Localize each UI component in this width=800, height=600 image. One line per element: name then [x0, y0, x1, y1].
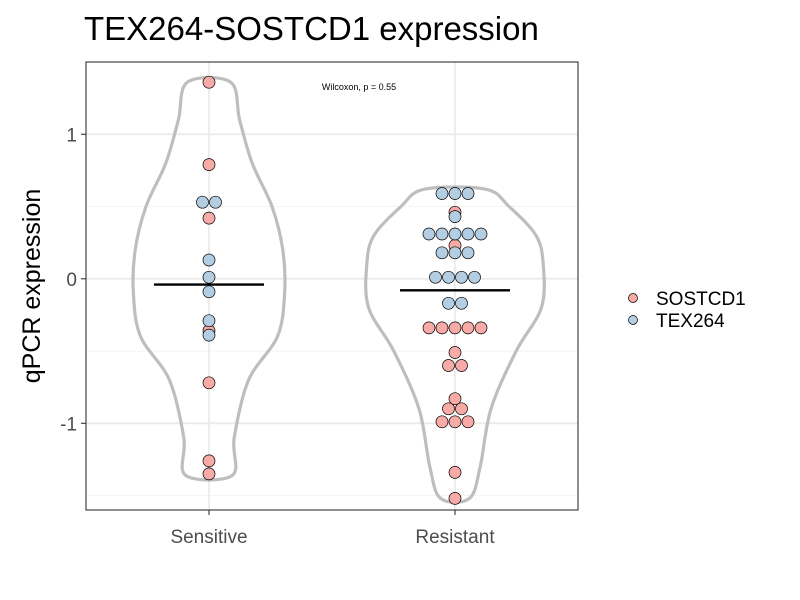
point-tex264	[448, 246, 462, 260]
x-axis: Sensitive Resistant	[170, 510, 495, 548]
point-sostcd1	[455, 359, 468, 372]
grid-lines	[86, 61, 578, 510]
point-tex264	[202, 314, 216, 328]
point-tex264	[196, 195, 209, 209]
point-sostcd1	[448, 492, 462, 505]
point-sostcd1	[435, 415, 449, 429]
chart-title: TEX264-SOSTCD1 expression	[84, 10, 539, 47]
point-tex264	[448, 210, 462, 223]
point-sostcd1	[448, 346, 462, 359]
point-sostcd1	[448, 321, 462, 335]
median-lines	[154, 283, 510, 292]
point-sostcd1	[202, 158, 216, 171]
point-sostcd1	[461, 415, 475, 429]
point-tex264	[442, 296, 455, 310]
point-tex264	[435, 187, 449, 200]
point-sostcd1	[202, 75, 216, 89]
stat-annotation: Wilcoxon, p = 0.55	[322, 82, 396, 92]
point-sostcd1	[442, 359, 455, 372]
data-points	[196, 75, 488, 505]
y-axis-title: qPCR expression	[18, 189, 46, 384]
point-sostcd1	[455, 402, 468, 416]
point-sostcd1	[442, 402, 455, 416]
legend-label: SOSTCD1	[656, 289, 746, 310]
legend-key-tex264	[628, 315, 638, 325]
point-sostcd1	[202, 454, 216, 468]
point-tex264	[202, 328, 216, 342]
point-sostcd1	[202, 211, 216, 225]
y-tick-label: 0	[66, 270, 77, 291]
violins	[131, 75, 546, 504]
point-tex264	[202, 270, 216, 284]
point-tex264	[461, 187, 475, 200]
point-sostcd1	[448, 466, 462, 479]
point-tex264	[461, 227, 475, 241]
point-sostcd1	[422, 321, 436, 335]
point-tex264	[448, 187, 462, 200]
legend-label: TEX264	[656, 311, 725, 332]
x-tick-label: Resistant	[415, 527, 495, 548]
point-tex264	[468, 270, 481, 284]
point-tex264	[461, 246, 475, 260]
point-tex264	[442, 270, 455, 284]
point-tex264	[429, 270, 442, 284]
point-tex264	[435, 227, 449, 241]
point-sostcd1	[202, 376, 216, 390]
plot-panel	[86, 62, 578, 510]
point-tex264	[435, 246, 449, 260]
point-tex264	[474, 227, 488, 241]
violin-sensitive	[131, 75, 287, 482]
y-axis: 1 0 -1	[60, 125, 86, 435]
violin-resistant	[364, 185, 546, 504]
point-sostcd1	[461, 321, 475, 335]
point-sostcd1	[202, 467, 216, 481]
point-tex264	[202, 285, 216, 299]
point-sostcd1	[474, 321, 488, 335]
point-sostcd1	[448, 392, 462, 406]
point-tex264	[202, 253, 216, 267]
point-tex264	[448, 227, 462, 241]
plot-area	[85, 61, 579, 511]
point-tex264	[455, 296, 468, 310]
point-sostcd1	[448, 415, 462, 429]
y-tick-label: 1	[66, 125, 77, 146]
x-tick-label: Sensitive	[170, 527, 247, 548]
point-tex264	[422, 227, 436, 241]
legend-key-sostcd1	[628, 293, 638, 303]
point-sostcd1	[435, 321, 449, 335]
point-tex264	[455, 270, 468, 284]
y-tick-label: -1	[60, 414, 77, 435]
plot-border	[85, 61, 579, 511]
point-tex264	[209, 195, 222, 209]
